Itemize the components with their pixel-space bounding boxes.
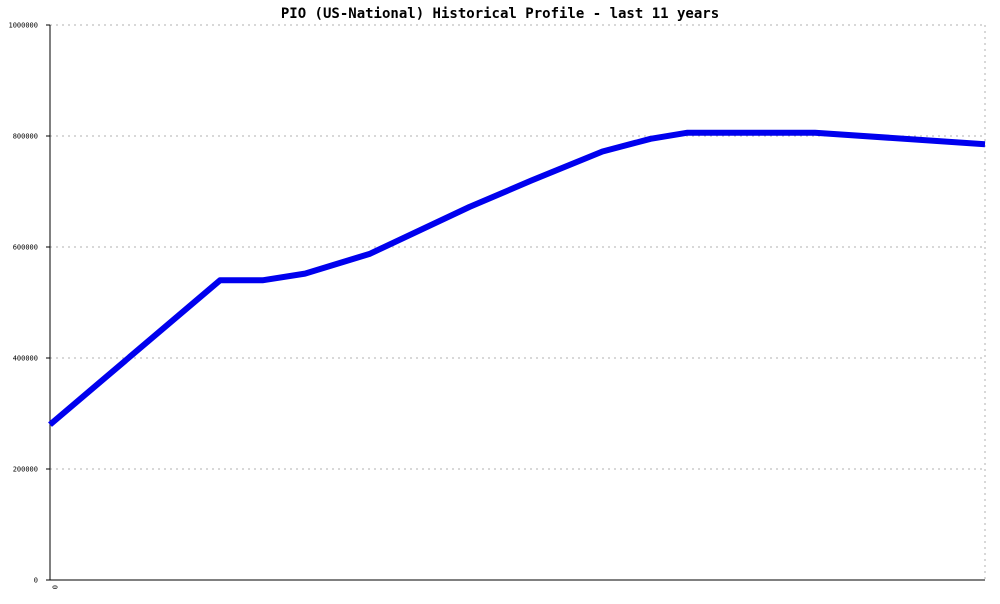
series-layer bbox=[48, 129, 986, 427]
x-axis-ticks: 0 bbox=[51, 585, 59, 589]
y-tick-label: 800000 bbox=[13, 133, 38, 141]
y-tick-label: 0 bbox=[34, 577, 38, 585]
series-line bbox=[48, 129, 986, 427]
y-tick-label: 200000 bbox=[13, 466, 38, 474]
x-tick-label: 0 bbox=[51, 585, 59, 589]
grid-lines bbox=[50, 24, 986, 580]
y-tick-label: 1000000 bbox=[8, 22, 38, 30]
y-axis-ticks: 0 200000 400000 600000 800000 1000000 bbox=[8, 22, 50, 585]
y-tick-label: 400000 bbox=[13, 355, 38, 363]
y-tick-label: 600000 bbox=[13, 244, 38, 252]
chart-title: PIO (US-National) Historical Profile - l… bbox=[281, 6, 719, 22]
